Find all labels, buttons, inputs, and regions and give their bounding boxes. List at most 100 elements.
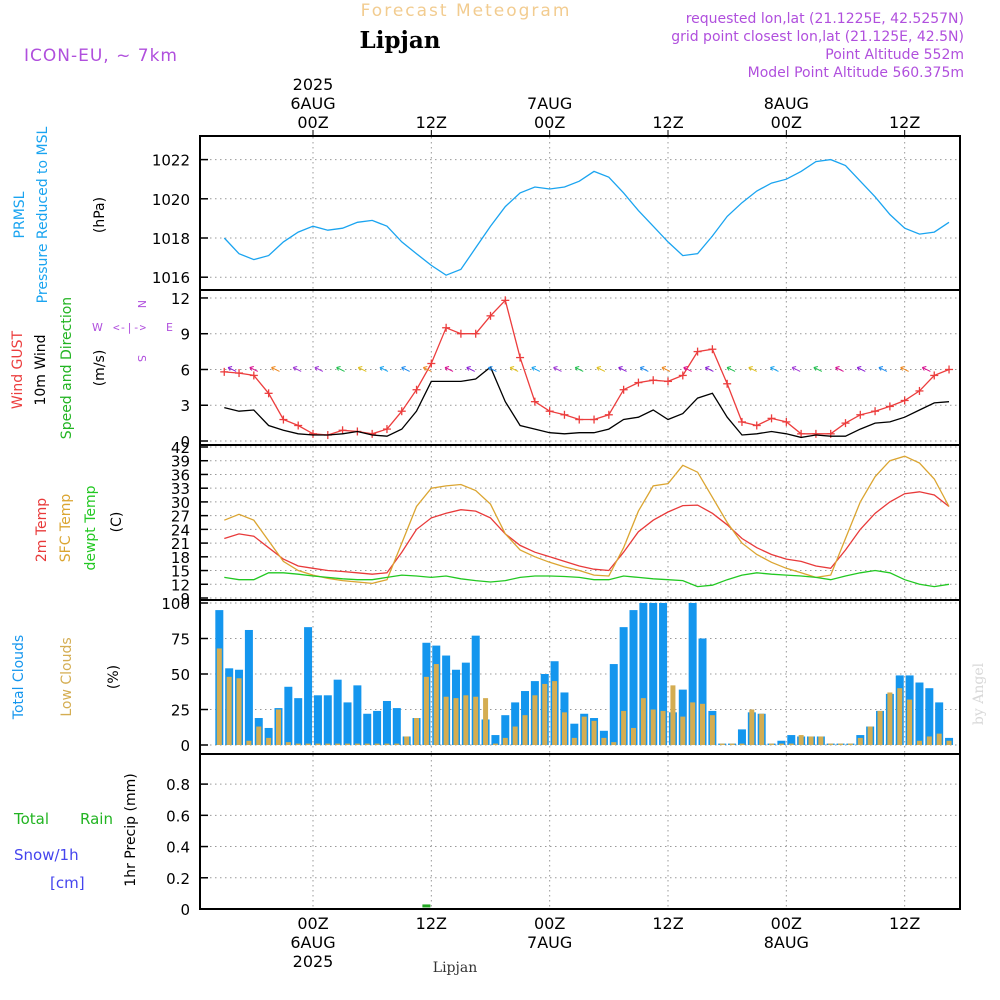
low-cloud-bar xyxy=(709,715,715,745)
gust-point xyxy=(338,426,347,435)
gust-point xyxy=(545,407,554,416)
wind-arrow xyxy=(227,367,237,372)
y-tick-label: 50 xyxy=(171,666,190,684)
wind-arrow xyxy=(596,367,606,372)
bottom-time-label: 7AUG xyxy=(527,933,572,952)
top-time-label: 7AUG xyxy=(527,94,572,113)
y-tick-label: 0.6 xyxy=(166,807,190,825)
y-tick-label: 1016 xyxy=(152,269,190,287)
sfc-temp-series xyxy=(224,455,950,585)
low-cloud-bar xyxy=(877,710,883,745)
gust-point xyxy=(871,407,880,416)
total-label: Total xyxy=(13,810,49,828)
wind10-label: 10m Wind xyxy=(33,334,49,405)
wind-arrow xyxy=(488,367,497,372)
total-cloud-bar xyxy=(915,682,924,745)
wind-arrow-head xyxy=(639,365,645,371)
gust-point xyxy=(900,396,909,405)
low-cloud-bar xyxy=(335,743,341,745)
total-cloud-bar xyxy=(343,702,352,745)
wind-arrow xyxy=(292,367,302,372)
y-tick-label: 1020 xyxy=(152,191,190,209)
low-clouds-label: Low Clouds xyxy=(59,637,75,716)
gust-point xyxy=(708,345,717,354)
gust-point xyxy=(264,389,273,398)
total-cloud-bar xyxy=(323,695,332,745)
total-cloud-bar xyxy=(787,735,796,745)
low-cloud-bar xyxy=(591,720,597,745)
y-tick-label: 0 xyxy=(180,901,190,919)
low-cloud-bar xyxy=(946,740,952,745)
wind-arrow-head xyxy=(271,365,276,371)
y-tick-label: 39 xyxy=(171,453,190,471)
low-cloud-bar xyxy=(256,726,262,745)
pressure-panel-labels: PRMSL Pressure Reduced to MSL (hPa) xyxy=(12,126,108,303)
y-tick-label: 42 xyxy=(171,439,190,457)
wind-arrow xyxy=(358,367,367,372)
gust-point xyxy=(235,369,244,378)
low-cloud-bar xyxy=(640,698,646,745)
compass-w: W xyxy=(92,321,103,334)
temp-unit: (C) xyxy=(109,512,125,533)
total-cloud-bar xyxy=(935,702,944,745)
wind-arrow-head xyxy=(466,365,471,371)
temp-panel-labels: 2m Temp SFC Temp dewpt Temp (C) xyxy=(34,485,125,570)
gust-point xyxy=(634,378,643,387)
gust-point xyxy=(249,371,258,380)
bottom-time-label: 00Z xyxy=(297,914,328,933)
low-cloud-bar xyxy=(492,743,498,745)
low-cloud-bar xyxy=(838,743,844,745)
wind-arrow xyxy=(553,367,562,372)
low-cloud-bar xyxy=(611,742,617,745)
y-tick-label: 12 xyxy=(171,290,190,308)
wind-arrow-head xyxy=(835,365,840,371)
low-cloud-bar xyxy=(502,737,508,745)
wind-arrow xyxy=(705,367,714,372)
gust-point xyxy=(220,367,229,376)
temp-frame xyxy=(199,444,961,601)
y-tick-label: 100 xyxy=(161,595,190,613)
low-cloud-bar xyxy=(463,695,469,745)
low-cloud-bar xyxy=(414,718,420,745)
gust-point xyxy=(752,421,761,430)
gust-point xyxy=(930,371,939,380)
model-point-altitude: Model Point Altitude 560.375m xyxy=(748,65,964,81)
y-tick-label: 1022 xyxy=(152,152,190,170)
y-tick-label: 3 xyxy=(180,397,190,415)
low-cloud-bar xyxy=(828,743,834,745)
low-cloud-bar xyxy=(926,736,932,745)
low-cloud-bar xyxy=(749,709,755,745)
wind-arrow-head xyxy=(379,365,385,371)
sfc-temp-label: SFC Temp xyxy=(58,494,74,563)
total-cloud-bar xyxy=(284,686,293,745)
y-tick-label: 18 xyxy=(171,549,190,567)
top-time-label: 12Z xyxy=(652,113,683,132)
low-cloud-bar xyxy=(769,743,775,745)
wind-arrow xyxy=(271,367,280,372)
total-cloud-bar xyxy=(392,708,401,745)
total-cloud-bar xyxy=(925,688,934,745)
pressure-msl-label: Pressure Reduced to MSL xyxy=(35,126,51,303)
wind-arrow xyxy=(922,367,931,372)
gust-point xyxy=(723,379,732,388)
top-time-label: 00Z xyxy=(771,113,802,132)
gust-point xyxy=(486,311,495,320)
low-cloud-bar xyxy=(266,737,272,745)
y-tick-label: 15 xyxy=(171,563,190,581)
total-cloud-bar xyxy=(659,603,668,745)
low-cloud-bar xyxy=(404,736,410,745)
low-cloud-bar xyxy=(867,726,873,745)
total-cloud-bar xyxy=(294,698,303,745)
total-cloud-bar xyxy=(570,723,579,745)
compass-rose: W <-|-> E N S xyxy=(92,300,173,362)
gust-point xyxy=(382,425,391,434)
total-cloud-bar xyxy=(353,685,362,745)
gust-point xyxy=(856,410,865,419)
top-time-label: 12Z xyxy=(889,113,920,132)
y-tick-label: 36 xyxy=(171,466,190,484)
y-tick-label: 0 xyxy=(180,433,190,451)
low-cloud-bar xyxy=(315,743,321,745)
wind-arrow xyxy=(401,367,410,372)
prmsl-series xyxy=(223,158,950,276)
wind-arrow xyxy=(813,367,823,372)
